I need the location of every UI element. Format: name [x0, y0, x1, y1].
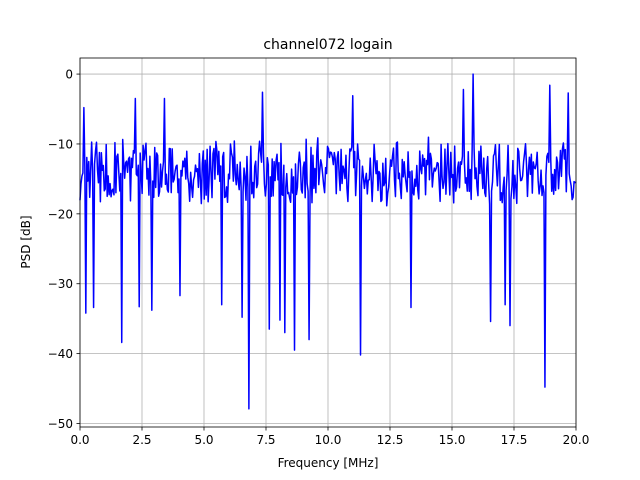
y-tick-label: 0: [65, 68, 73, 82]
x-tick-label: 0.0: [70, 433, 89, 447]
x-tick-label: 5.0: [194, 433, 213, 447]
chart-title: channel072 logain: [263, 37, 392, 53]
y-tick-label: −50: [48, 417, 73, 431]
x-tick-label: 12.5: [377, 433, 404, 447]
y-axis-ticks: 0 −10 −20 −30 −40 −50: [48, 68, 80, 431]
x-tick-label: 10.0: [315, 433, 342, 447]
x-tick-label: 7.5: [256, 433, 275, 447]
x-axis-ticks: 0.0 2.5 5.0 7.5 10.0 12.5 15.0 17.5 20.0: [70, 427, 589, 447]
grid-lines: [79, 58, 577, 427]
series-line-psd: [79, 73, 577, 410]
x-tick-label: 15.0: [439, 433, 466, 447]
x-tick-label: 2.5: [132, 433, 151, 447]
y-tick-label: −30: [48, 277, 73, 291]
y-tick-label: −20: [48, 207, 73, 221]
plot-area: [79, 73, 577, 410]
y-tick-label: −10: [48, 137, 73, 151]
x-tick-label: 20.0: [563, 433, 590, 447]
y-axis-label: PSD [dB]: [19, 215, 33, 268]
y-tick-label: −40: [48, 347, 73, 361]
x-tick-label: 17.5: [501, 433, 528, 447]
x-axis-label: Frequency [MHz]: [278, 456, 379, 470]
